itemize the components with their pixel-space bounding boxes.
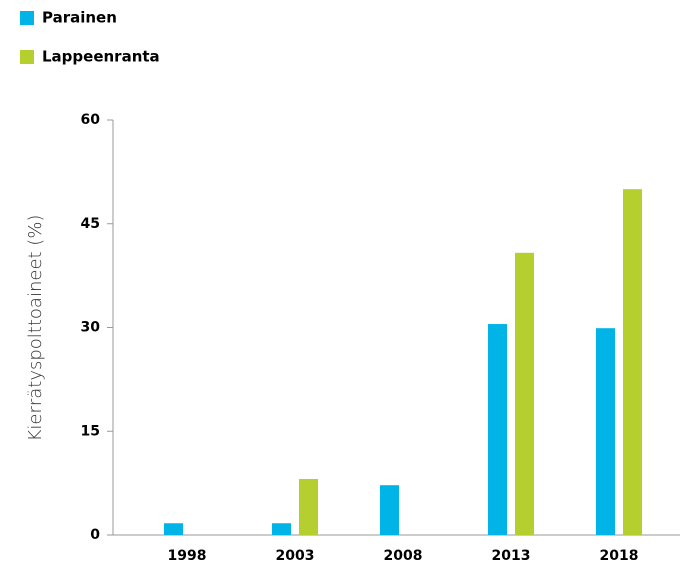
y-axis-label: Kierrätyspolttoaineet (%)	[25, 215, 46, 442]
y-tick-label: 0	[90, 527, 100, 543]
y-tick-label: 30	[81, 320, 101, 336]
legend-swatch	[20, 11, 34, 25]
x-tick-label: 2008	[384, 548, 423, 564]
legend-label: Lappeenranta	[42, 48, 160, 66]
x-tick-label: 2003	[276, 548, 315, 564]
legend-swatch	[20, 50, 34, 64]
bar	[299, 478, 318, 535]
bar	[164, 523, 183, 535]
bar	[380, 485, 399, 535]
legend-label: Parainen	[42, 9, 117, 27]
y-tick-label: 60	[81, 112, 101, 128]
bar	[596, 328, 615, 535]
x-tick-label: 1998	[168, 548, 207, 564]
x-tick-label: 2018	[600, 548, 639, 564]
bar	[488, 324, 507, 535]
bar	[272, 523, 291, 535]
bar	[623, 189, 642, 535]
y-tick-label: 15	[81, 423, 100, 439]
bar	[515, 252, 534, 536]
y-tick-label: 45	[81, 216, 100, 232]
x-tick-label: 2013	[492, 548, 531, 564]
